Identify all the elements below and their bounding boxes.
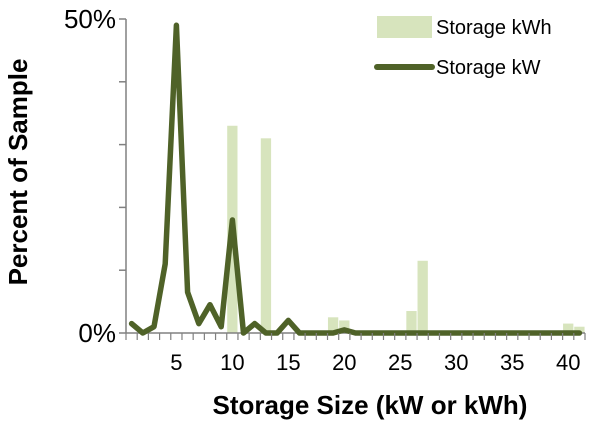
bar-storage-kwh [327,317,339,333]
legend-label-storage-kwh: Storage kWh [436,17,552,39]
y-axis-title: Percent of Sample [3,59,33,286]
ticks-layer: 0% 50% 5 10 15 20 25 30 35 40 [64,4,586,375]
y-tick-label: 50% [64,4,116,34]
x-tick-label: 35 [500,350,524,375]
legend: Storage kWh Storage kW [374,16,552,79]
legend-swatch-storage-kwh [377,16,432,38]
x-axis-title: Storage Size (kW or kWh) [213,390,528,420]
x-tick-label: 40 [556,350,580,375]
bar-storage-kwh [563,323,574,333]
line-layer [128,22,583,336]
x-tick-label: 20 [332,350,356,375]
x-tick-label: 30 [444,350,468,375]
bar-storage-kwh [574,326,585,333]
x-tick-label: 25 [388,350,412,375]
bar-storage-kwh [339,320,350,333]
y-tick-label: 0% [78,318,116,348]
x-tick-label: 15 [276,350,300,375]
bar-storage-kwh [417,260,428,333]
legend-label-storage-kw: Storage kW [436,57,541,79]
bar-storage-kwh [260,138,272,333]
bar-storage-kwh [406,311,417,333]
x-tick-label: 10 [220,350,244,375]
bars-layer [227,125,585,333]
x-tick-label: 5 [170,350,182,375]
